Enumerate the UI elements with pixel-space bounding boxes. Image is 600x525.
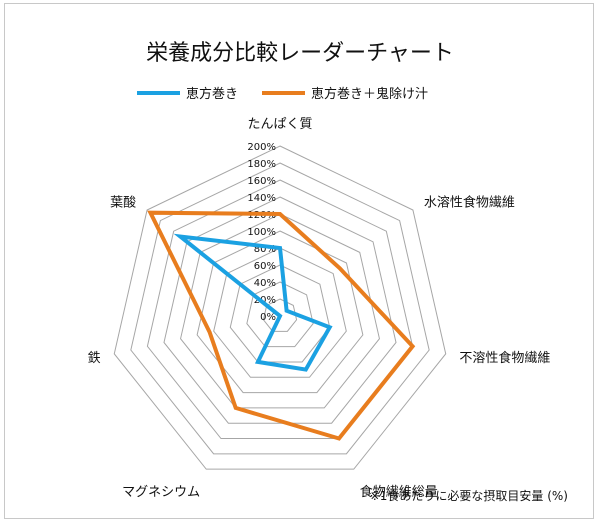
- grid-ring: [180, 213, 380, 409]
- tick-label: 160%: [247, 176, 276, 187]
- grid-ring: [246, 281, 314, 348]
- grid-ring: [262, 298, 298, 332]
- tick-label: 100%: [247, 227, 276, 238]
- axis-label: 葉酸: [110, 195, 136, 210]
- tick-label: 20%: [254, 295, 276, 306]
- chart-frame: [4, 3, 594, 519]
- series-lines: [147, 210, 416, 441]
- tick-label: 60%: [254, 261, 276, 272]
- radar-grid: [113, 145, 447, 470]
- series-line-1: [173, 233, 333, 372]
- tick-label: 140%: [247, 193, 276, 204]
- axis-label: マグネシウム: [122, 485, 200, 500]
- series-line-2: [147, 210, 416, 441]
- tick-label: 40%: [254, 278, 276, 289]
- footnote: ※1食あたりに必要な摂取目安量 (%): [370, 488, 568, 503]
- axis-label: 鉄: [88, 351, 101, 366]
- grid-ring: [130, 162, 430, 455]
- grid-ring: [229, 264, 331, 363]
- grid-ring: [213, 247, 347, 378]
- axis-label: たんぱく質: [247, 117, 312, 132]
- axis-label: 不溶性食物繊維: [459, 350, 550, 366]
- tick-label: 0%: [260, 312, 276, 323]
- radial-tick-labels: 0%20%40%60%80%100%120%140%160%180%200%: [247, 142, 276, 323]
- axis-label: 水溶性食物繊維: [424, 194, 515, 210]
- legend-label-series-2: 恵方巻き＋鬼除け汁: [311, 86, 428, 102]
- legend: 恵方巻き 恵方巻き＋鬼除け汁: [137, 86, 428, 102]
- grid-ring: [196, 230, 364, 394]
- grid-ring: [113, 145, 447, 470]
- legend-label-series-1: 恵方巻き: [186, 86, 238, 102]
- tick-label: 200%: [247, 142, 276, 153]
- tick-label: 80%: [254, 244, 276, 255]
- grid-ring: [163, 196, 397, 424]
- chart-title: 栄養成分比較レーダーチャート: [146, 41, 454, 66]
- axis-label: 食物繊維総量: [360, 484, 438, 500]
- tick-label: 180%: [247, 159, 276, 170]
